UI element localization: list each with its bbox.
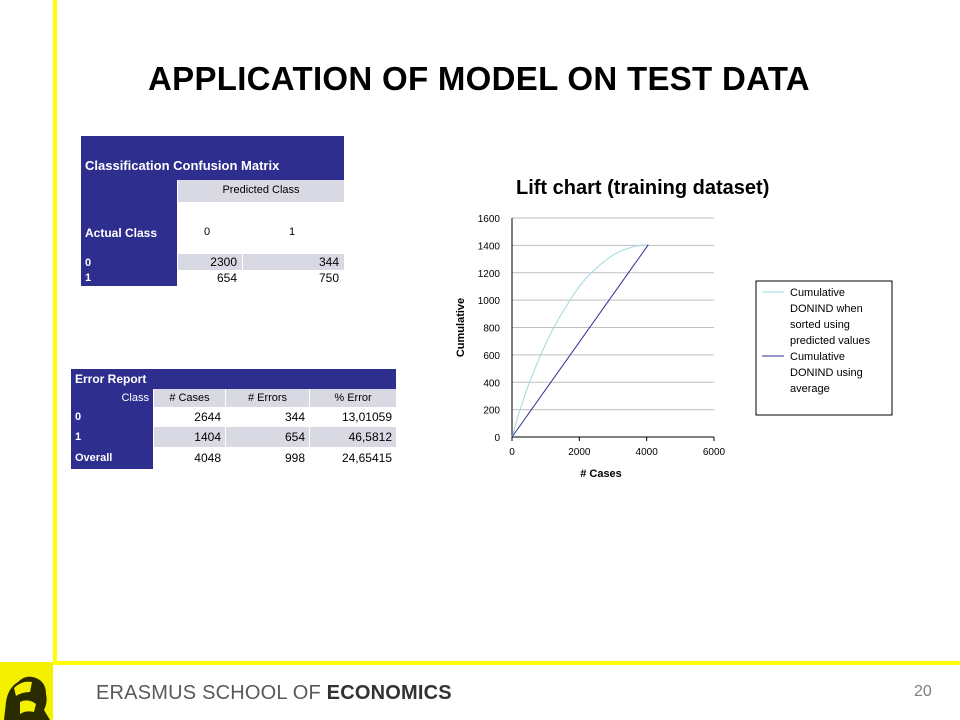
y-tick-label: 400 [483, 378, 500, 389]
x-tick-label: 6000 [703, 447, 726, 458]
x-tick-label: 2000 [568, 447, 591, 458]
legend-label: DONIND using [790, 367, 863, 379]
confusion-matrix-title: Classification Confusion Matrix [81, 136, 345, 180]
er-header-errors: # Errors [226, 389, 310, 407]
x-axis-label: # Cases [580, 468, 622, 480]
cm-cell-0-0: 2300 [178, 254, 243, 270]
pred-label-1: 1 [243, 202, 345, 254]
y-tick-label: 600 [483, 351, 500, 362]
er-row-0-pct: 13,01059 [310, 407, 397, 427]
legend-label: Cumulative [790, 287, 845, 299]
er-row-0-errors: 344 [226, 407, 310, 427]
x-tick-label: 4000 [636, 447, 659, 458]
legend-label: predicted values [790, 335, 871, 347]
lift-chart: 0 200 400 600 800 1000 1200 1400 1600 0 2000 4000 60… [455, 214, 893, 480]
legend-label: DONIND when [790, 303, 863, 315]
chart-title: Lift chart (training dataset) [516, 177, 770, 199]
actual-label-1: 1 [81, 270, 178, 286]
er-header-class: Class [71, 389, 154, 407]
y-tick-label: 200 [483, 406, 500, 417]
corner-cell [81, 180, 178, 202]
er-row-2-errors: 998 [226, 447, 310, 469]
er-header-pct: % Error [310, 389, 397, 407]
y-tick-label: 1400 [478, 241, 501, 252]
cm-cell-1-1: 750 [243, 270, 345, 286]
page-number: 20 [914, 683, 932, 700]
left-accent-bar [53, 0, 57, 662]
legend-label: sorted using [790, 319, 850, 331]
er-row-1-errors: 654 [226, 427, 310, 447]
predicted-class-header: Predicted Class [178, 180, 345, 202]
legend-label: average [790, 383, 830, 395]
y-tick-label: 1200 [478, 269, 501, 280]
x-tick-label: 0 [509, 447, 515, 458]
er-row-1-cases: 1404 [154, 427, 226, 447]
actual-label-0: 0 [81, 254, 178, 270]
cm-cell-0-1: 344 [243, 254, 345, 270]
slide-title: APPLICATION OF MODEL ON TEST DATA [148, 60, 810, 97]
cm-cell-1-0: 654 [178, 270, 243, 286]
legend-label: Cumulative [790, 351, 845, 363]
school-logo-text: ERASMUS SCHOOL OF ECONOMICS [96, 682, 452, 704]
legend-box [755, 280, 893, 416]
actual-class-header: Actual Class [81, 202, 178, 254]
y-tick-label: 800 [483, 324, 500, 335]
y-axis-label: Cumulative [455, 298, 467, 357]
erasmus-bust-logo [0, 662, 53, 720]
series-average-line [511, 244, 649, 438]
er-row-2-label: Overall [71, 447, 154, 469]
error-report-title: Error Report [71, 369, 397, 389]
series-predicted-line [511, 244, 649, 438]
y-tick-label: 0 [494, 433, 500, 444]
er-row-1-label: 1 [71, 427, 154, 447]
er-row-1-pct: 46,5812 [310, 427, 397, 447]
bottom-accent-bar [53, 661, 960, 665]
y-tick-label: 1600 [478, 214, 501, 225]
y-tick-label: 1000 [478, 296, 501, 307]
er-row-2-cases: 4048 [154, 447, 226, 469]
er-header-cases: # Cases [154, 389, 226, 407]
er-row-0-cases: 2644 [154, 407, 226, 427]
er-row-2-pct: 24,65415 [310, 447, 397, 469]
pred-label-0: 0 [178, 202, 243, 254]
er-row-0-label: 0 [71, 407, 154, 427]
